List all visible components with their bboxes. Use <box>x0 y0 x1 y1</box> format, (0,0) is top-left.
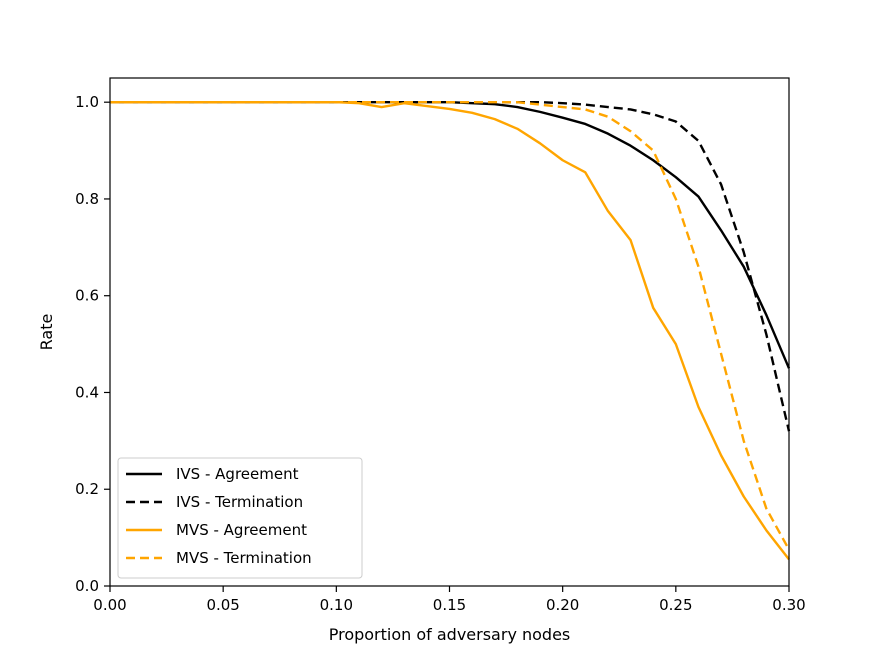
series-line-4 <box>110 100 791 551</box>
y-axis-label: Rate <box>37 314 56 351</box>
y-tick-label: 1.0 <box>75 93 99 111</box>
legend-label: MVS - Agreement <box>176 521 307 539</box>
x-axis-label: Proportion of adversary nodes <box>329 625 571 644</box>
x-tick-label: 0.05 <box>206 596 239 614</box>
x-tick-label: 0.30 <box>772 596 805 614</box>
x-tick-label: 0.00 <box>93 596 126 614</box>
legend: IVS - Agreement IVS - Termination MVS - Ag… <box>117 457 363 579</box>
x-tick-label: 0.25 <box>659 596 692 614</box>
legend-label: MVS - Termination <box>176 549 312 567</box>
series-layer <box>110 100 791 561</box>
x-tick-label: 0.10 <box>320 596 353 614</box>
legend-box <box>117 457 363 579</box>
ticks-layer: 0.00 0.05 0.10 0.15 0.20 0.25 0.30 0.0 0.2 0.4 0.6… <box>75 93 806 614</box>
x-tick-label: 0.20 <box>546 596 579 614</box>
y-tick-label: 0.6 <box>75 287 99 305</box>
y-tick-label: 0.8 <box>75 190 99 208</box>
y-tick-label: 0.4 <box>75 383 99 401</box>
y-tick-label: 0.0 <box>75 577 99 595</box>
legend-label: IVS - Agreement <box>176 465 299 483</box>
y-tick-label: 0.2 <box>75 480 99 498</box>
legend-label: IVS - Termination <box>176 493 303 511</box>
x-tick-label: 0.15 <box>433 596 466 614</box>
